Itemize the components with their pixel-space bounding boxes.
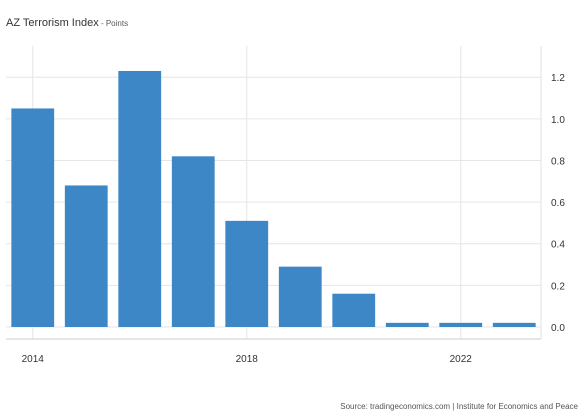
bar-2015 [64, 185, 108, 327]
bar-2021 [385, 322, 429, 327]
y-tick-label: 0.2 [551, 281, 565, 292]
chart-title-text: AZ Terrorism Index [6, 17, 99, 29]
bar-2023 [492, 322, 536, 327]
bar-2014 [11, 108, 55, 327]
bar-2019 [278, 266, 322, 327]
bar-2020 [332, 293, 376, 327]
y-tick-label: 1.2 [551, 73, 565, 84]
bar-2018 [225, 220, 269, 327]
y-tick-label: 0.8 [551, 156, 565, 167]
bar-2022 [439, 322, 483, 327]
y-tick-label: 0.6 [551, 198, 565, 209]
x-tick-label: 2018 [236, 354, 259, 365]
y-tick-label: 0.4 [551, 240, 565, 251]
chart-subtitle: - Points [98, 19, 129, 28]
bar-2017 [171, 156, 215, 327]
source-note: Source: tradingeconomics.com | Institute… [340, 402, 578, 411]
y-tick-label: 1.0 [551, 115, 565, 126]
x-tick-label: 2022 [450, 354, 473, 365]
y-tick-label: 0.0 [551, 323, 565, 334]
chart-title: AZ Terrorism Index - Points [6, 17, 128, 29]
x-tick-label: 2014 [22, 354, 45, 365]
bar-2016 [118, 70, 162, 327]
chart-subtitle-text: Points [105, 19, 129, 28]
